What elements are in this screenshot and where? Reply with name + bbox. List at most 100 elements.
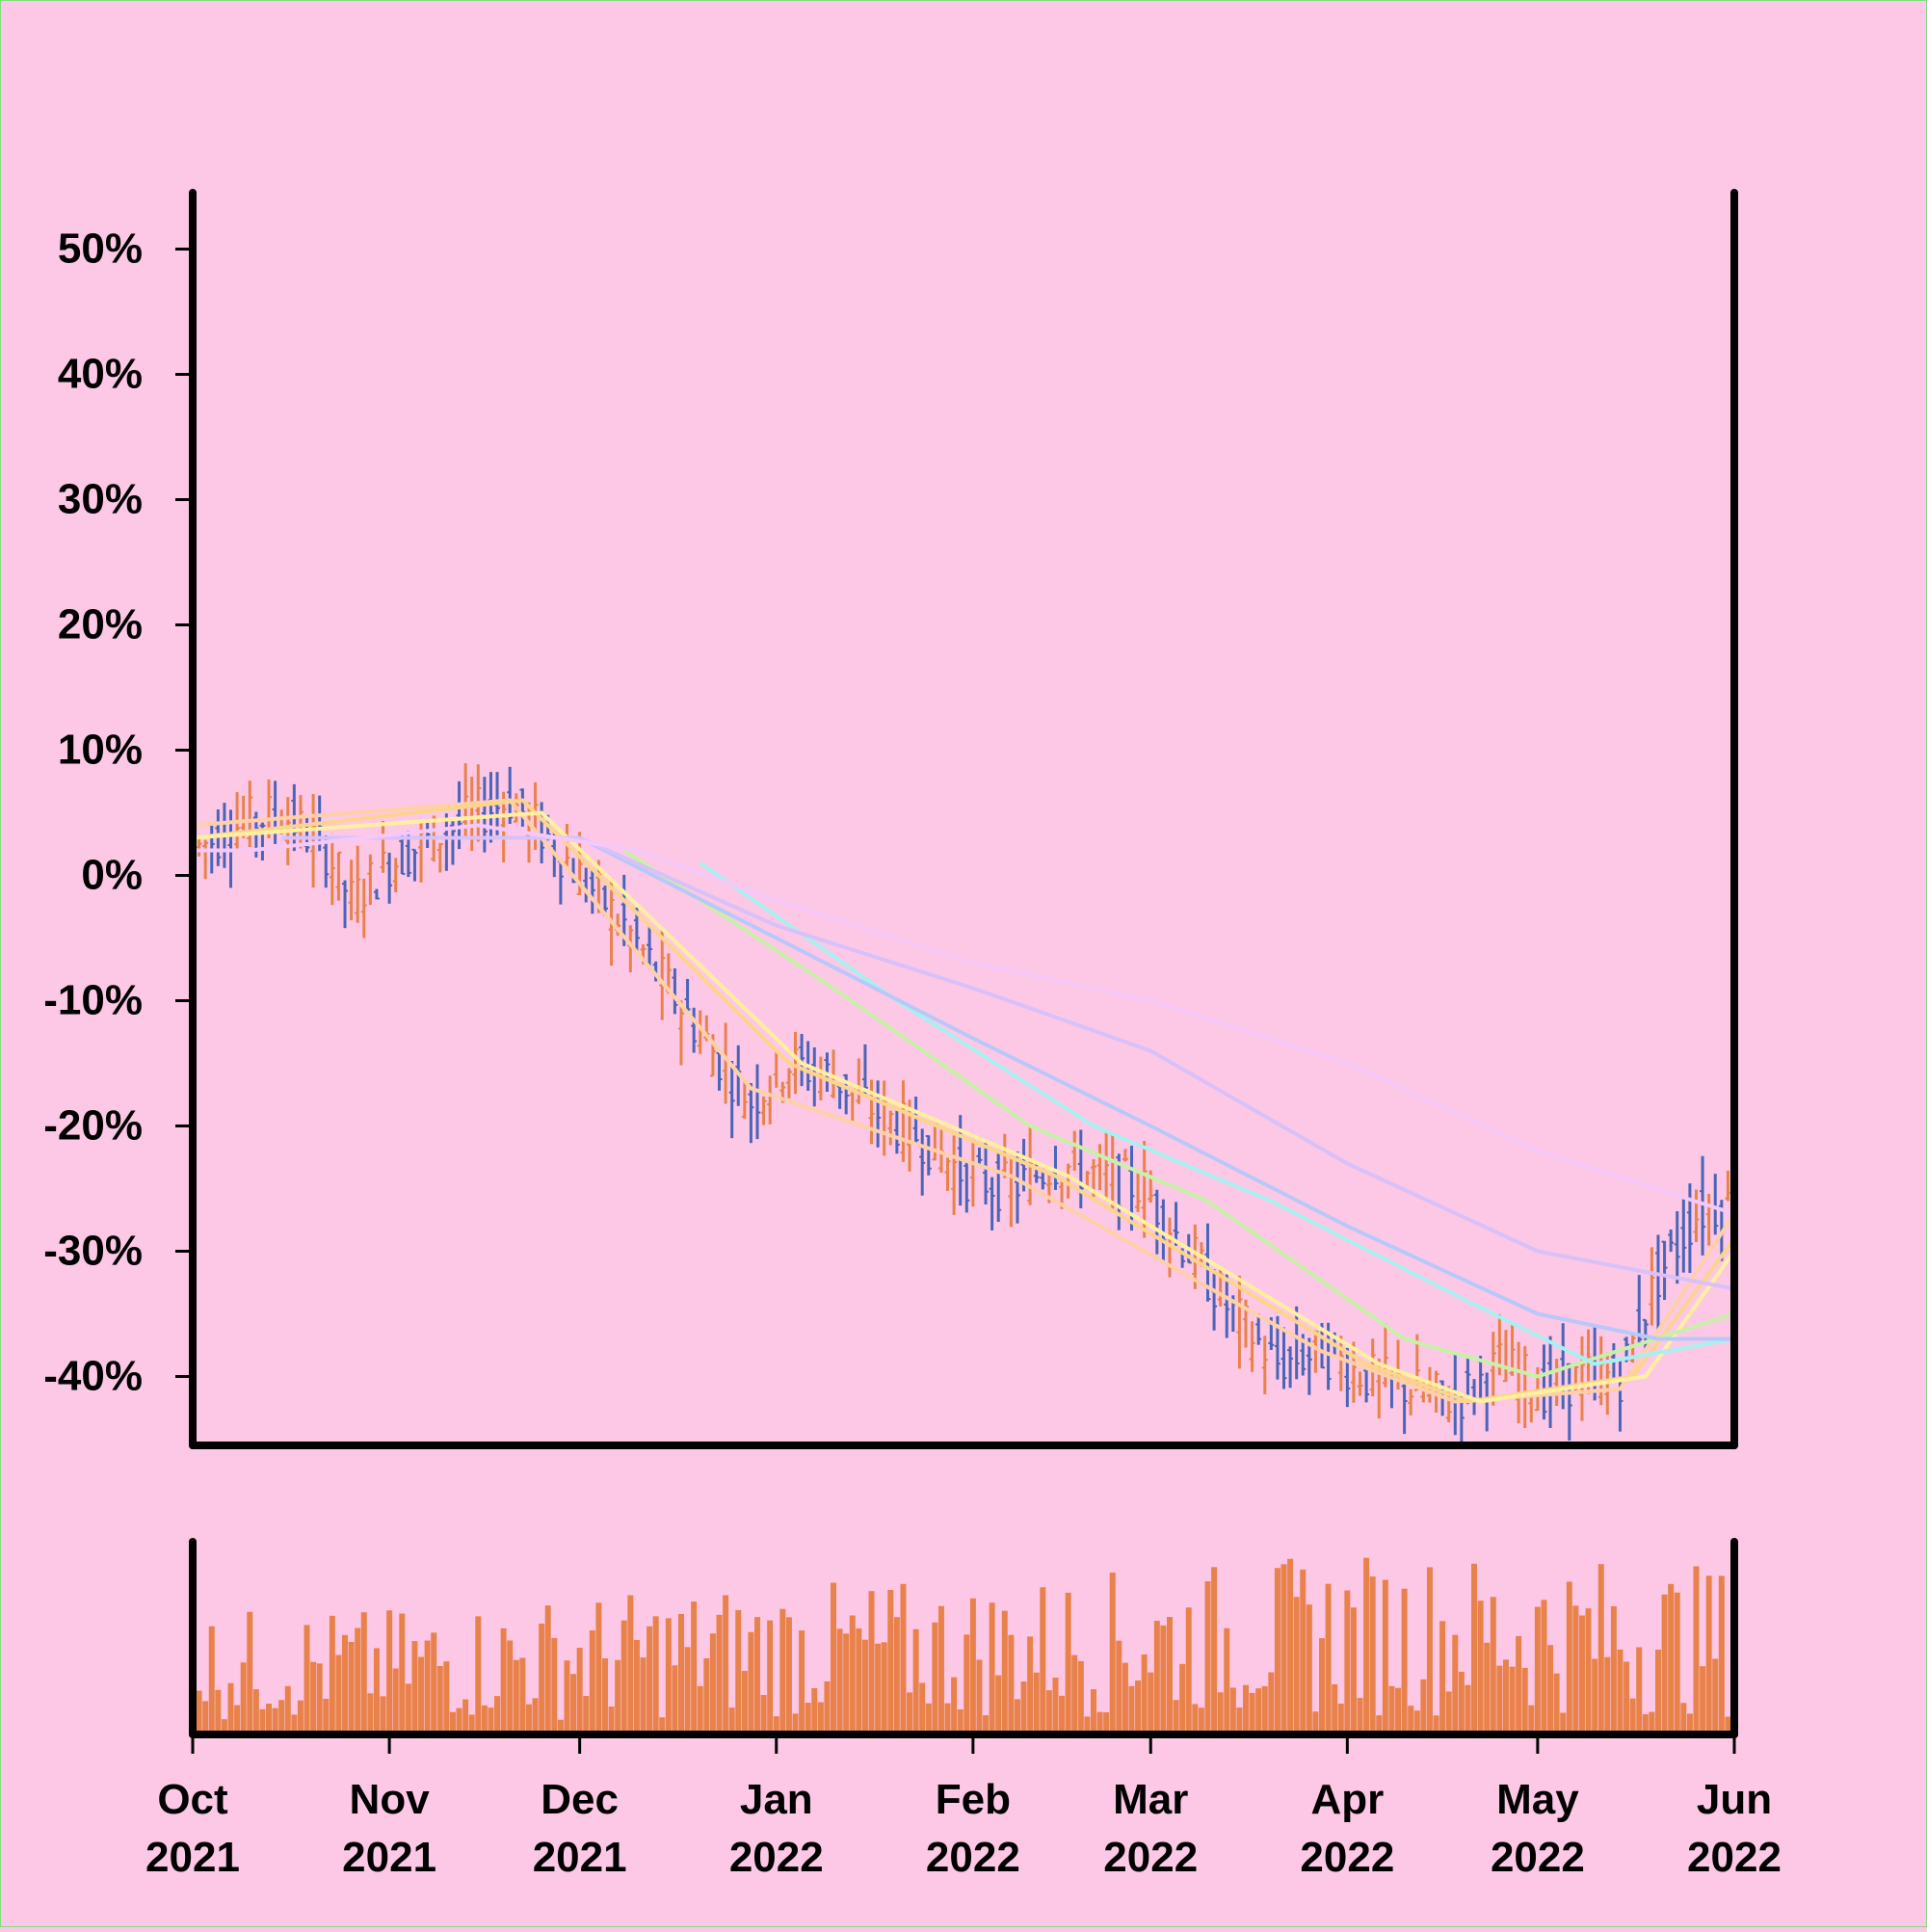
volume-bar — [424, 1640, 431, 1734]
x-tick-label-month: Nov — [350, 1776, 431, 1823]
volume-bar — [1718, 1575, 1725, 1734]
volume-bar — [431, 1632, 437, 1734]
y-tick-label: 20% — [58, 601, 143, 648]
volume-bar — [989, 1602, 995, 1734]
y-axis-ticks: -40% -30% -20% -10% 0% 10% 20% 30% 40% 50% — [43, 225, 193, 1400]
ohlc-bar — [386, 852, 393, 904]
volume-bar — [532, 1698, 539, 1734]
ohlc-bar — [1153, 1189, 1160, 1255]
volume-bar — [1521, 1667, 1528, 1734]
x-tick-label-year: 2022 — [1491, 1834, 1585, 1881]
volume-bar — [1332, 1683, 1338, 1734]
volume-bar — [957, 1709, 964, 1734]
ohlc-bar — [335, 851, 342, 901]
volume-bar — [716, 1614, 723, 1734]
ohlc-bar — [348, 860, 355, 921]
volume-bar — [500, 1628, 507, 1734]
ohlc-bar — [868, 1079, 875, 1145]
ohlc-bar — [1668, 1229, 1675, 1253]
volume-bar — [697, 1685, 703, 1734]
volume-bar — [1040, 1587, 1046, 1734]
volume-bar — [1553, 1673, 1560, 1734]
volume-bar — [1629, 1698, 1636, 1734]
volume-bar — [1014, 1699, 1020, 1734]
volume-bar — [1369, 1576, 1376, 1734]
volume-bar — [785, 1617, 792, 1734]
moving-average-line-3 — [193, 810, 1734, 1404]
ohlc-bar — [716, 1049, 723, 1091]
volume-bar — [932, 1622, 938, 1734]
ohlc-bar — [691, 1007, 698, 1053]
x-tick-label-year: 2022 — [926, 1834, 1020, 1881]
volume-bar — [1686, 1713, 1693, 1734]
volume-bar — [564, 1660, 570, 1734]
volume-panel: Oct 2021 Nov 2021 Dec 2021 Jan 2022 Feb 2022 Mar 20… — [145, 1538, 1782, 1881]
ohlc-bar — [754, 1064, 761, 1140]
volume-bar — [1445, 1691, 1452, 1734]
ohlc-bar — [1693, 1189, 1700, 1243]
volume-bar — [462, 1699, 469, 1734]
volume-bar — [329, 1615, 335, 1734]
moving-average-line-7 — [281, 835, 1734, 1291]
volume-bar — [399, 1613, 406, 1734]
volume-bar — [817, 1702, 824, 1734]
volume-bar — [792, 1713, 799, 1734]
ohlc-bar — [1705, 1193, 1712, 1246]
volume-bar — [741, 1671, 748, 1734]
ohlc-bar — [881, 1080, 887, 1156]
x-tick-label-year: 2021 — [342, 1834, 436, 1881]
ohlc-bar — [1357, 1371, 1363, 1396]
volume-bar — [367, 1693, 374, 1734]
ohlc-bar — [1255, 1312, 1262, 1345]
ohlc-bar — [983, 1142, 990, 1204]
volume-bar — [1116, 1640, 1122, 1734]
ohlc-bar — [995, 1151, 1002, 1222]
volume-bar — [976, 1659, 983, 1734]
ohlc-bar — [932, 1123, 938, 1161]
ohlc-bar — [1597, 1336, 1604, 1406]
volume-bar — [1382, 1579, 1388, 1734]
volume-bar — [1071, 1654, 1078, 1734]
volume-bar — [1255, 1688, 1262, 1734]
price-panel: -40% -30% -20% -10% 0% 10% 20% 30% 40% 50% — [43, 189, 1738, 1449]
volume-bar — [323, 1698, 330, 1734]
volume-bar — [779, 1608, 786, 1734]
volume-bar — [861, 1639, 868, 1734]
volume-bar — [754, 1617, 761, 1734]
volume-bar — [1509, 1666, 1516, 1734]
ohlc-bar — [1306, 1337, 1312, 1395]
volume-bar — [1363, 1557, 1370, 1734]
ohlc-bar — [310, 794, 317, 888]
volume-bar — [1413, 1710, 1420, 1734]
y-tick-label: 0% — [81, 852, 143, 899]
volume-bar — [748, 1631, 754, 1734]
volume-bar — [773, 1716, 779, 1734]
ohlc-bar — [900, 1080, 907, 1162]
ohlc-bar — [1014, 1151, 1020, 1224]
moving-average-lines — [193, 798, 1734, 1404]
x-axis-ticks: Oct 2021 Nov 2021 Dec 2021 Jan 2022 Feb 2022 Mar 20… — [145, 1734, 1782, 1881]
volume-bar — [570, 1674, 577, 1734]
ohlc-bar — [951, 1135, 958, 1215]
ohlc-bar — [367, 854, 374, 906]
volume-bar — [386, 1610, 393, 1734]
volume-bar — [1654, 1649, 1661, 1734]
volume-bar — [449, 1711, 456, 1734]
ohlc-bar — [1401, 1382, 1408, 1435]
ohlc-bar — [1236, 1275, 1243, 1369]
volume-bar — [1433, 1715, 1439, 1734]
volume-bar — [1243, 1684, 1250, 1734]
volume-bar — [1649, 1711, 1655, 1734]
volume-bar — [494, 1696, 501, 1734]
ohlc-bar — [684, 978, 691, 1012]
volume-bar — [316, 1663, 323, 1734]
ohlc-bar — [1541, 1344, 1547, 1420]
ohlc-bar — [436, 842, 443, 873]
ohlc-bar — [488, 772, 494, 843]
ohlc-bar — [1674, 1211, 1680, 1284]
volume-bar — [221, 1719, 227, 1734]
volume-bar — [919, 1682, 926, 1734]
ohlc-bar — [1122, 1149, 1128, 1162]
ohlc-bar — [964, 1160, 970, 1213]
volume-bar — [468, 1714, 475, 1734]
